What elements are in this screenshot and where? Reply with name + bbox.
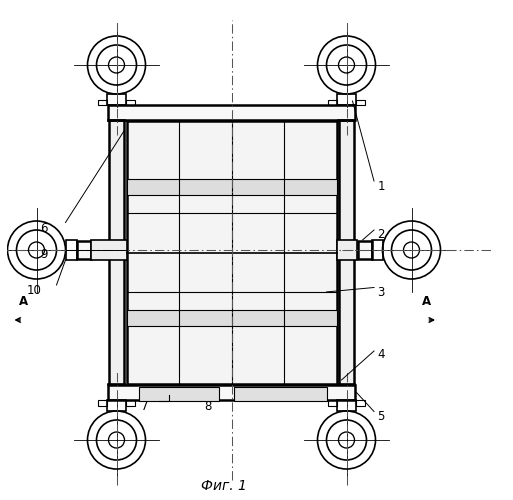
Bar [337,240,358,260]
Bar [98,100,107,105]
Bar [338,384,355,385]
Text: 1: 1 [378,180,385,192]
Bar [127,310,337,326]
Text: 2: 2 [378,228,385,241]
Bar [126,400,135,406]
Bar [356,400,365,406]
Text: 10: 10 [27,284,42,298]
Text: 8: 8 [204,400,211,412]
Bar [108,120,125,121]
Text: 6: 6 [41,222,48,235]
Text: A: A [19,295,28,308]
Text: A: A [422,295,431,308]
Bar [328,400,337,406]
Text: 3: 3 [378,286,385,299]
Bar [139,386,219,400]
Bar [127,121,337,384]
Bar [328,100,337,105]
Bar [371,240,383,260]
Bar [127,179,337,194]
Bar [107,94,126,105]
Bar [76,242,90,258]
Bar [108,384,125,385]
Bar [126,100,135,105]
Bar [98,400,107,406]
Bar [109,120,124,385]
Bar [339,120,354,385]
Text: 4: 4 [378,348,385,362]
Bar [337,94,356,105]
Bar [234,386,326,400]
Text: 5: 5 [378,410,385,422]
Bar [337,400,356,411]
Text: 7: 7 [142,400,149,412]
Bar [356,100,365,105]
Bar [107,400,126,411]
Bar [358,242,371,258]
Bar [338,120,355,121]
Bar [90,240,127,260]
Bar [108,385,355,400]
Bar [66,240,76,260]
Text: Фиг. 1: Фиг. 1 [201,479,247,493]
Text: 9: 9 [41,248,48,262]
Bar [108,105,355,120]
